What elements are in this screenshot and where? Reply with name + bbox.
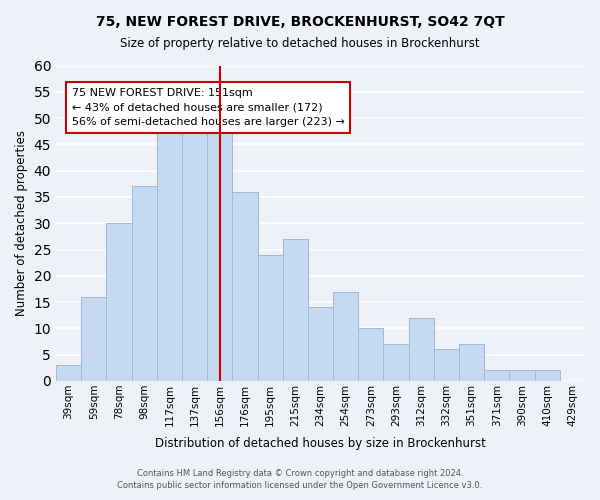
Bar [509,370,535,381]
Bar [207,128,232,381]
Bar [106,223,131,381]
Bar [409,318,434,381]
Bar [182,128,207,381]
Bar [257,255,283,381]
Text: Size of property relative to detached houses in Brockenhurst: Size of property relative to detached ho… [120,38,480,51]
Text: Contains HM Land Registry data © Crown copyright and database right 2024.
Contai: Contains HM Land Registry data © Crown c… [118,468,482,490]
Bar [459,344,484,381]
Bar [283,239,308,381]
Bar [232,192,257,381]
Bar [157,118,182,381]
Bar [484,370,509,381]
Bar [308,308,333,381]
Y-axis label: Number of detached properties: Number of detached properties [15,130,28,316]
Bar [434,350,459,381]
Text: 75 NEW FOREST DRIVE: 151sqm
← 43% of detached houses are smaller (172)
56% of se: 75 NEW FOREST DRIVE: 151sqm ← 43% of det… [72,88,345,127]
Bar [333,292,358,381]
Bar [358,328,383,381]
Bar [535,370,560,381]
X-axis label: Distribution of detached houses by size in Brockenhurst: Distribution of detached houses by size … [155,437,486,450]
Bar [81,297,106,381]
Text: 75, NEW FOREST DRIVE, BROCKENHURST, SO42 7QT: 75, NEW FOREST DRIVE, BROCKENHURST, SO42… [95,15,505,29]
Bar [131,186,157,381]
Bar [383,344,409,381]
Bar [56,365,81,381]
